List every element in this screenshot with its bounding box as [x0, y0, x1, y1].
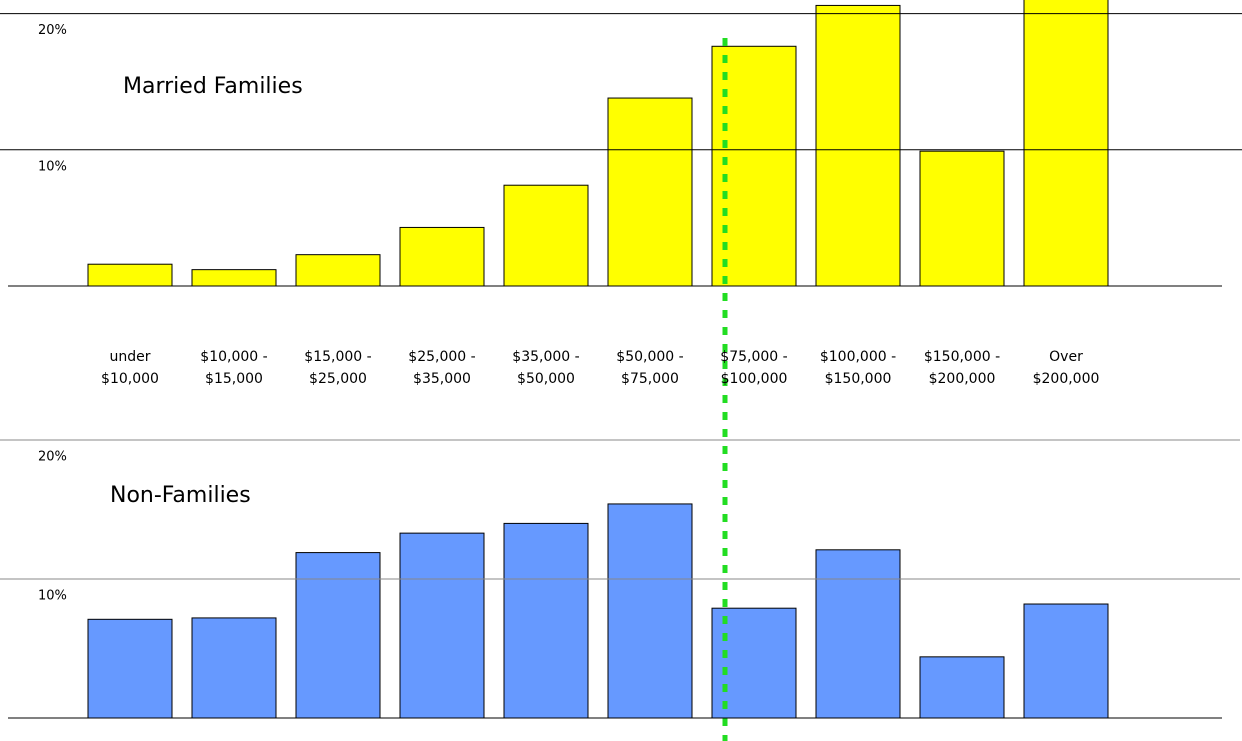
bar — [399, 226, 485, 287]
bar — [87, 263, 173, 287]
bar — [503, 522, 589, 719]
panel — [0, 0, 1242, 287]
bar — [1023, 0, 1109, 287]
bar — [399, 532, 485, 719]
y-tick-label: 20% — [38, 450, 67, 465]
x-tick-label: $15,000 - $25,000 — [304, 349, 372, 387]
y-tick-label: 10% — [38, 159, 67, 174]
bar — [815, 549, 901, 719]
x-tick-label: $100,000 - $150,000 — [819, 349, 897, 387]
chart-title: Non-Families — [110, 483, 251, 508]
bar — [919, 150, 1005, 287]
y-tick-label: 20% — [38, 23, 67, 38]
x-tick-label: $25,000 - $35,000 — [408, 349, 476, 387]
bar — [919, 656, 1005, 719]
x-tick-label: $150,000 - $200,000 — [923, 349, 1001, 387]
x-tick-label: under $10,000 — [101, 349, 159, 387]
x-tick-label: $35,000 - $50,000 — [512, 349, 580, 387]
x-tick-label: $75,000 - $100,000 — [720, 349, 788, 387]
panel — [0, 439, 1240, 719]
y-tick-label: 10% — [38, 589, 67, 604]
bar — [191, 269, 277, 287]
bar — [191, 617, 277, 719]
bar — [1023, 603, 1109, 719]
bar — [711, 607, 797, 719]
bar — [295, 552, 381, 719]
bar — [607, 503, 693, 719]
x-tick-label: $10,000 - $15,000 — [200, 349, 268, 387]
bar — [295, 254, 381, 287]
x-tick-label: Over $200,000 — [1032, 349, 1100, 387]
chart-title: Married Families — [123, 74, 303, 99]
bar — [711, 45, 797, 287]
bar — [815, 4, 901, 287]
bar — [607, 97, 693, 287]
bar — [87, 618, 173, 719]
x-tick-label: $50,000 - $75,000 — [616, 349, 684, 387]
bar — [503, 184, 589, 287]
